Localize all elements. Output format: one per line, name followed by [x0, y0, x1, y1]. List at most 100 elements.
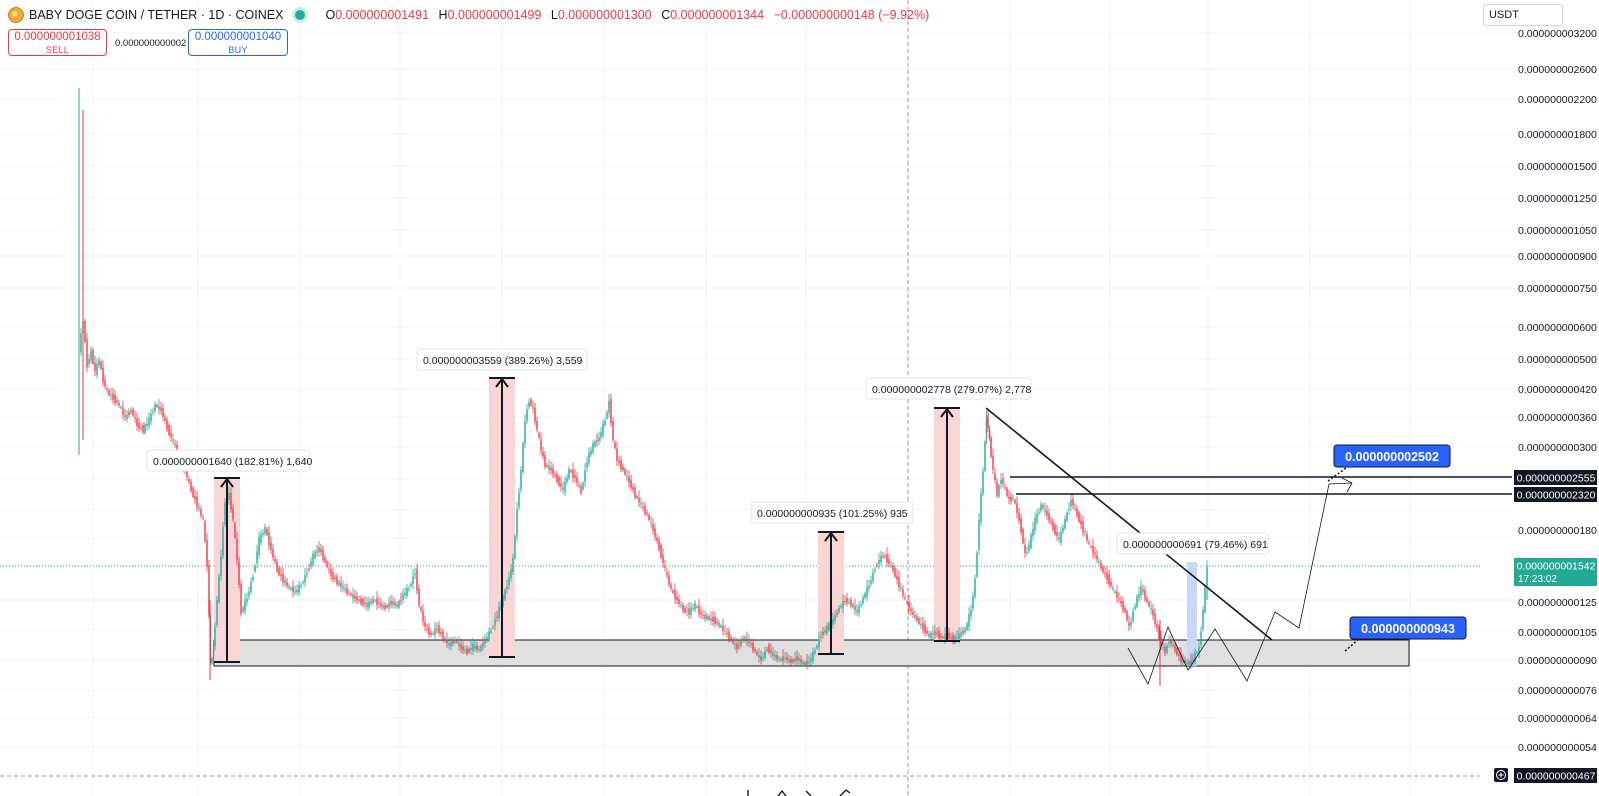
candle-body — [950, 637, 952, 639]
candle-body — [446, 639, 448, 644]
candle-body — [532, 407, 534, 409]
candle-body — [924, 624, 926, 634]
candle-body — [522, 443, 524, 473]
buy-button[interactable]: 0.000000001040 BUY — [188, 29, 288, 56]
measure-1-label-box[interactable] — [146, 449, 311, 472]
candle-body — [510, 569, 512, 578]
candle-body — [1146, 598, 1148, 602]
candle-body — [1104, 572, 1106, 574]
candle-body — [836, 612, 838, 615]
candle-body — [214, 627, 216, 647]
measure-3-arrow[interactable] — [818, 531, 844, 655]
candle-body — [280, 574, 282, 577]
candle-body — [664, 565, 666, 568]
candle-body — [372, 598, 374, 604]
candle-body — [998, 485, 1000, 497]
candle-body — [450, 642, 452, 647]
toolbar-icon-3[interactable] — [805, 790, 812, 796]
measure-2-label-box[interactable] — [416, 348, 588, 371]
candle-body — [968, 614, 970, 627]
candle-body — [926, 630, 928, 634]
candle-body — [528, 402, 530, 407]
candle-body — [94, 362, 96, 372]
measure-4-arrow[interactable] — [934, 407, 960, 642]
measure-3-label-box[interactable] — [750, 501, 914, 524]
candle-body — [1136, 596, 1138, 608]
candle-body — [842, 600, 844, 608]
price-axis-tick-label: 0.000000000076 — [1518, 685, 1597, 697]
measure-1-arrow[interactable] — [214, 477, 240, 663]
price-axis-ticks: 0.000000003200 0.000000002600 0.0000000022… — [1518, 28, 1597, 754]
price-axis[interactable]: 0.000000003200 0.000000002600 0.0000000022… — [1494, 0, 1599, 796]
candle-body — [552, 468, 554, 475]
candle-body — [516, 508, 518, 537]
candle-body — [116, 400, 118, 403]
currency-select[interactable]: USDT — [1483, 4, 1563, 26]
candle-body — [504, 590, 506, 600]
bottom-toolbar-icons[interactable] — [747, 789, 851, 796]
measure-4-label-box[interactable] — [865, 377, 1032, 400]
candle-body — [1154, 613, 1156, 624]
candle-body — [1166, 645, 1168, 653]
candle-body — [256, 551, 258, 564]
measure-2-arrow[interactable] — [489, 377, 515, 658]
candle-body — [366, 602, 368, 608]
measure-4-label: 0.000000002778 (279.07%) 2,778 — [872, 384, 1032, 396]
sell-button[interactable]: 0.000000001038 SELL — [8, 29, 107, 56]
candle-body — [402, 594, 404, 600]
candles — [78, 88, 1208, 686]
candle-body — [170, 432, 172, 438]
candle-body — [582, 483, 584, 490]
candle-body — [962, 630, 964, 634]
measure-tools[interactable] — [214, 377, 960, 663]
candle-body — [1180, 653, 1182, 663]
candle-body — [1042, 505, 1044, 509]
target-callout-box[interactable] — [1333, 444, 1451, 468]
candle-body — [916, 616, 918, 621]
candle-body — [482, 643, 484, 646]
candle-body — [788, 658, 790, 662]
trend-lines[interactable] — [985, 407, 1512, 641]
symbol-title[interactable]: BABY DOGE COIN / TETHER · 1D · COINEX — [29, 8, 284, 22]
support-callout[interactable]: 0.000000000943 — [1349, 616, 1467, 640]
candle-body — [1048, 513, 1050, 521]
candle-body — [696, 606, 698, 608]
candle-body — [344, 588, 346, 590]
candle-body — [606, 412, 608, 419]
candle-body — [1204, 586, 1206, 613]
candle-body — [1122, 600, 1124, 611]
candle-body — [1052, 521, 1054, 530]
measure-5-label-box[interactable] — [1116, 532, 1269, 555]
candle-body — [442, 631, 444, 641]
price-axis-bg[interactable] — [1512, 0, 1599, 796]
candle-body — [584, 470, 586, 483]
buy-price: 0.000000001040 — [194, 31, 282, 43]
candle-body — [412, 576, 414, 585]
candle-body — [288, 586, 290, 588]
candle-body — [362, 598, 364, 606]
candle-body — [622, 466, 624, 470]
toolbar-icon-2[interactable] — [777, 789, 787, 796]
target-callout[interactable]: 0.000000002502 — [1333, 444, 1451, 468]
support-callout-box[interactable] — [1349, 616, 1467, 640]
toolbar-icon-4[interactable] — [839, 789, 851, 796]
candle-body — [1016, 503, 1018, 514]
projection-path[interactable] — [1127, 482, 1353, 685]
candle-body — [992, 455, 994, 470]
candle-body — [384, 605, 386, 610]
candle-body — [190, 481, 192, 492]
candle-body — [346, 587, 348, 594]
candle-body — [188, 479, 190, 482]
candle-body — [196, 496, 198, 508]
candle-body — [1152, 609, 1154, 616]
candle-body — [984, 441, 986, 471]
measure-labels[interactable]: 0.000000001640 (182.81%) 1,640 0.0000000… — [146, 348, 1269, 555]
descending-trendline[interactable] — [985, 407, 1273, 641]
candle-body — [130, 410, 132, 413]
candle-body — [796, 656, 798, 661]
candle-body — [514, 536, 516, 559]
candle-body — [268, 532, 270, 546]
candle-body — [886, 554, 888, 563]
ohlc-values: O0.000000001491 H0.000000001499 L0.00000… — [319, 8, 929, 22]
